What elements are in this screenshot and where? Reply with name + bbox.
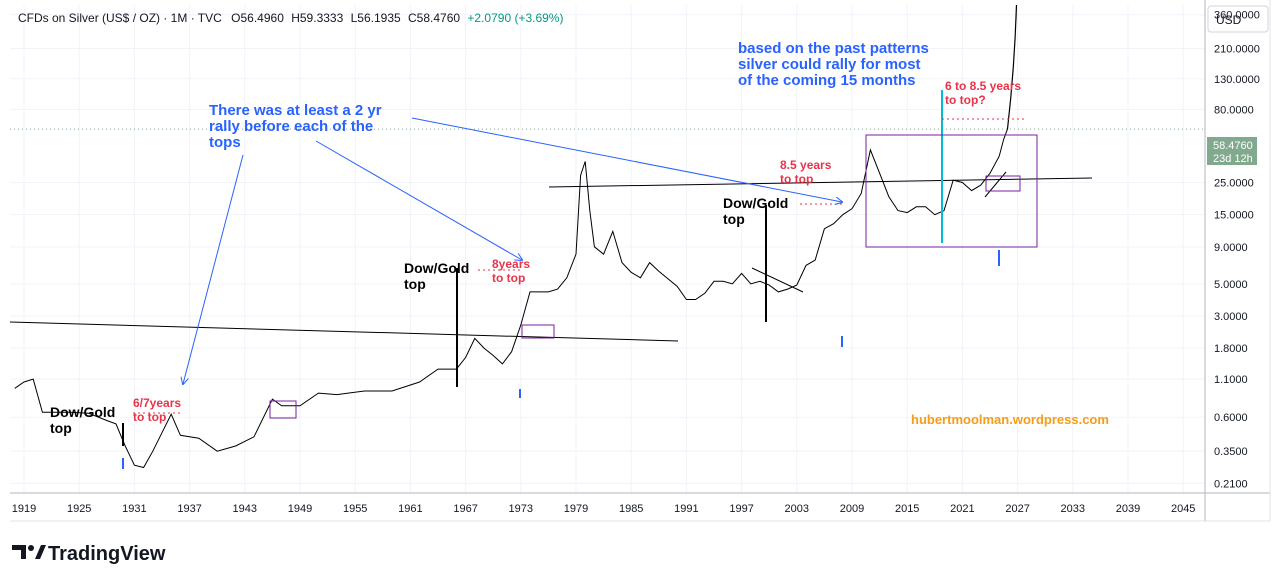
x-tick-label: 1973: [509, 503, 533, 515]
x-tick-label: 2021: [950, 503, 974, 515]
y-tick-label: 5.0000: [1214, 279, 1248, 291]
rally-note-line-1: There was at least a 2 yr: [209, 102, 382, 119]
y-tick-label: 1.1000: [1214, 374, 1248, 386]
currency-button-bg[interactable]: [1207, 5, 1269, 33]
low-value: L56.1935: [351, 11, 401, 25]
x-tick-label: 1955: [343, 503, 367, 515]
price-badge-price: 58.4760: [1213, 140, 1253, 152]
x-tick-label: 2009: [840, 503, 864, 515]
top-1931-line-2: to top: [133, 410, 166, 424]
dow-gold-2-line-1: Dow/Gold: [404, 260, 469, 276]
plot-area: [9, 4, 1093, 469]
close-value: C58.4760: [408, 11, 460, 25]
top-2009-label: 8.5 years to top: [780, 158, 835, 186]
x-tick-label: 2003: [785, 503, 809, 515]
open-value: O56.4960: [231, 11, 284, 25]
y-tick-label: 0.2100: [1214, 478, 1248, 490]
price-series-line: [14, 128, 1008, 469]
trendline-upper: [548, 177, 1093, 188]
x-tick-label: 1937: [177, 503, 201, 515]
top-1973-line-2: to top: [492, 271, 525, 285]
y-tick-label: 130.0000: [1214, 74, 1260, 86]
x-tick-label: 1919: [12, 503, 36, 515]
projection-line: [1006, 4, 1018, 130]
top-2009-line-1: 8.5 years: [780, 158, 832, 172]
x-tick-label: 2045: [1171, 503, 1195, 515]
chart-title: CFDs on Silver (US$ / OZ) · 1M · TVC O56…: [18, 11, 563, 25]
dow-gold-top-3: Dow/Gold top: [723, 195, 792, 227]
pattern-note-line-2: silver could rally for most: [738, 56, 921, 73]
top-1931-line-1: 6/7years: [133, 396, 181, 410]
pattern-note-line-3: of the coming 15 months: [738, 72, 916, 89]
y-tick-label: 0.6000: [1214, 412, 1248, 424]
watermark: hubertmoolman.wordpress.com: [911, 412, 1109, 427]
pattern-note-line-1: based on the past patterns: [738, 40, 929, 57]
downtrend-line: [751, 267, 804, 293]
brand-logo[interactable]: TradingView: [12, 543, 166, 565]
x-tick-label: 1985: [619, 503, 643, 515]
rally-note: There was at least a 2 yr rally before e…: [209, 102, 386, 151]
dow-gold-top-2: Dow/Gold top: [404, 260, 473, 292]
annotation-arrow: [315, 140, 522, 260]
y-tick-label: 210.0000: [1214, 44, 1260, 56]
price-badge-countdown: 23d 12h: [1213, 153, 1253, 165]
pattern-note: based on the past patterns silver could …: [738, 40, 933, 89]
x-tick-label: 1925: [67, 503, 91, 515]
x-tick-label: 1949: [288, 503, 312, 515]
change-value: +2.0790 (+3.69%): [467, 11, 563, 25]
dow-gold-3-line-2: top: [723, 211, 745, 227]
high-value: H59.3333: [291, 11, 343, 25]
annotation-arrow: [411, 117, 842, 202]
y-tick-label: 0.3500: [1214, 446, 1248, 458]
price-badge: 58.4760 23d 12h: [1207, 137, 1257, 165]
symbol-title: CFDs on Silver (US$ / OZ) · 1M · TVC: [18, 11, 222, 25]
dow-gold-top-1: Dow/Gold top: [50, 404, 119, 436]
dow-gold-1-line-2: top: [50, 420, 72, 436]
y-tick-label: 15.0000: [1214, 210, 1254, 222]
tradingview-logo-icon: [12, 545, 46, 559]
axes: 360.0000 210.0000 130.0000 80.0000 25.0000 15…: [10, 0, 1271, 522]
x-tick-label: 1931: [122, 503, 146, 515]
y-tick-label: 25.0000: [1214, 178, 1254, 190]
x-tick-label: 2033: [1061, 503, 1085, 515]
x-tick-label: 1979: [564, 503, 588, 515]
top-future-label: 6 to 8.5 years to top?: [945, 79, 1024, 107]
highlight-box: [865, 134, 1038, 248]
y-tick-label: 80.0000: [1214, 104, 1254, 116]
x-tick-label: 1961: [398, 503, 422, 515]
top-future-line-1: 6 to 8.5 years: [945, 79, 1021, 93]
x-tick-label: 2039: [1116, 503, 1140, 515]
x-tick-label: 1967: [453, 503, 477, 515]
highlight-box: [269, 400, 297, 419]
currency-button[interactable]: USD: [1216, 13, 1242, 27]
x-tick-label: 2015: [895, 503, 919, 515]
rally-note-line-2: rally before each of the: [209, 118, 373, 135]
annotations: There was at least a 2 yr rally before e…: [50, 40, 1109, 436]
top-future-line-2: to top?: [945, 93, 986, 107]
x-tick-label: 1991: [674, 503, 698, 515]
rally-note-line-3: tops: [209, 134, 241, 151]
x-tick-label: 1943: [233, 503, 257, 515]
top-2009-line-2: to top: [780, 172, 813, 186]
top-1931-label: 6/7years to top: [133, 396, 184, 424]
price-badge-bg: [1207, 137, 1257, 165]
y-tick-label: 3.0000: [1214, 311, 1248, 323]
x-tick-label: 1997: [729, 503, 753, 515]
y-tick-label: 360.0000: [1214, 10, 1260, 22]
y-tick-label: 1.8000: [1214, 343, 1248, 355]
y-tick-label: 9.0000: [1214, 242, 1248, 254]
dow-gold-1-line-1: Dow/Gold: [50, 404, 115, 420]
top-1973-line-1: 8years: [492, 257, 530, 271]
top-1973-label: 8years to top: [492, 257, 533, 285]
dow-gold-2-line-2: top: [404, 276, 426, 292]
x-tick-label: 2027: [1005, 503, 1029, 515]
highlight-box: [521, 324, 555, 339]
annotation-arrow: [183, 154, 244, 384]
dow-gold-3-line-1: Dow/Gold: [723, 195, 788, 211]
highlight-box: [985, 175, 1021, 192]
brand-name: TradingView: [48, 543, 166, 565]
trendline-lower: [9, 321, 679, 342]
